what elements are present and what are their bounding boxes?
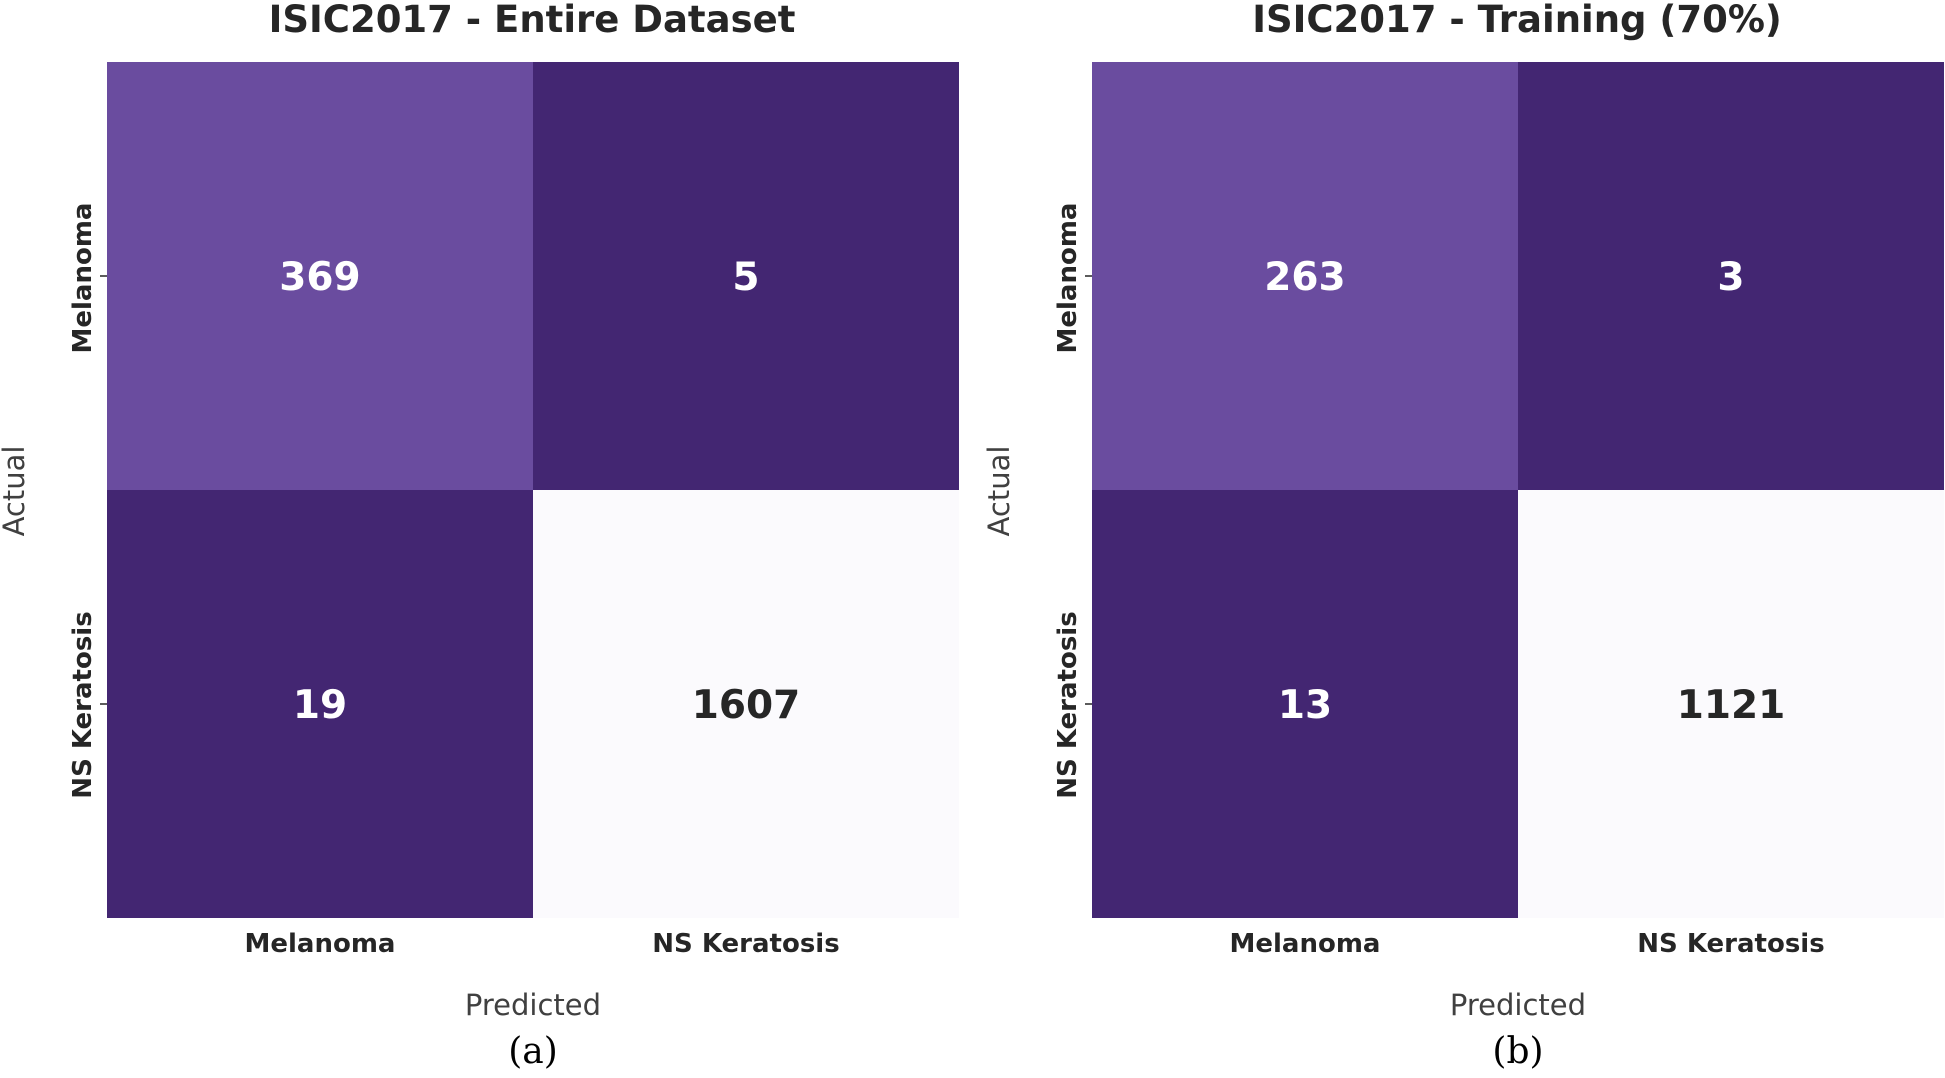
- panel-b-xlabel: Predicted: [1450, 988, 1586, 1022]
- cell-r0-c1: [1518, 62, 1944, 490]
- panel-b-ytick-0: Melanoma: [1053, 203, 1083, 354]
- panel-a-xlabel: Predicted: [465, 988, 601, 1022]
- panel-b-xtick-1: NS Keratosis: [1637, 929, 1824, 959]
- panel-b: ISIC2017 - Training (70%) 263 3 13 1121 Mel…: [982, 0, 1944, 1072]
- cell-r1-c0: [107, 490, 533, 918]
- panel-b-cells: 263 3 13 1121: [1085, 62, 1944, 918]
- panel-b-title: ISIC2017 - Training (70%): [1252, 0, 1782, 41]
- cell-r0-c0: [107, 62, 533, 490]
- panel-b-ytick-1: NS Keratosis: [1053, 611, 1083, 798]
- cell-value-r1-c0: 13: [1278, 683, 1332, 728]
- panel-b-ylabel: Actual: [982, 446, 1016, 537]
- cell-r1-c1: [533, 490, 959, 918]
- panel-a-xtick-0: Melanoma: [245, 929, 396, 959]
- cell-value-r0-c0: 369: [279, 255, 360, 300]
- panel-a-ytick-0: Melanoma: [68, 203, 98, 354]
- panel-a-xtick-1: NS Keratosis: [652, 929, 839, 959]
- panel-a-title: ISIC2017 - Entire Dataset: [269, 0, 796, 41]
- panel-b-caption: (b): [1492, 1031, 1543, 1072]
- cell-value-r0-c0: 263: [1264, 255, 1345, 300]
- panel-a-cells: 369 5 19 1607: [100, 62, 959, 918]
- panel-b-xtick-0: Melanoma: [1230, 929, 1381, 959]
- cell-value-r0-c1: 3: [1717, 255, 1744, 300]
- panel-a-ylabel: Actual: [0, 446, 31, 537]
- cell-value-r1-c1: 1121: [1677, 683, 1786, 728]
- cell-value-r1-c0: 19: [293, 683, 347, 728]
- panel-a-caption: (a): [508, 1031, 558, 1072]
- panel-a: ISIC2017 - Entire Dataset 369 5 19 1607 Mel…: [0, 0, 959, 1072]
- cell-r0-c1: [533, 62, 959, 490]
- cell-r1-c1: [1518, 490, 1944, 918]
- panel-a-ytick-1: NS Keratosis: [68, 611, 98, 798]
- cell-r0-c0: [1092, 62, 1518, 490]
- cell-r1-c0: [1092, 490, 1518, 918]
- cell-value-r1-c1: 1607: [692, 683, 801, 728]
- cell-value-r0-c1: 5: [732, 255, 759, 300]
